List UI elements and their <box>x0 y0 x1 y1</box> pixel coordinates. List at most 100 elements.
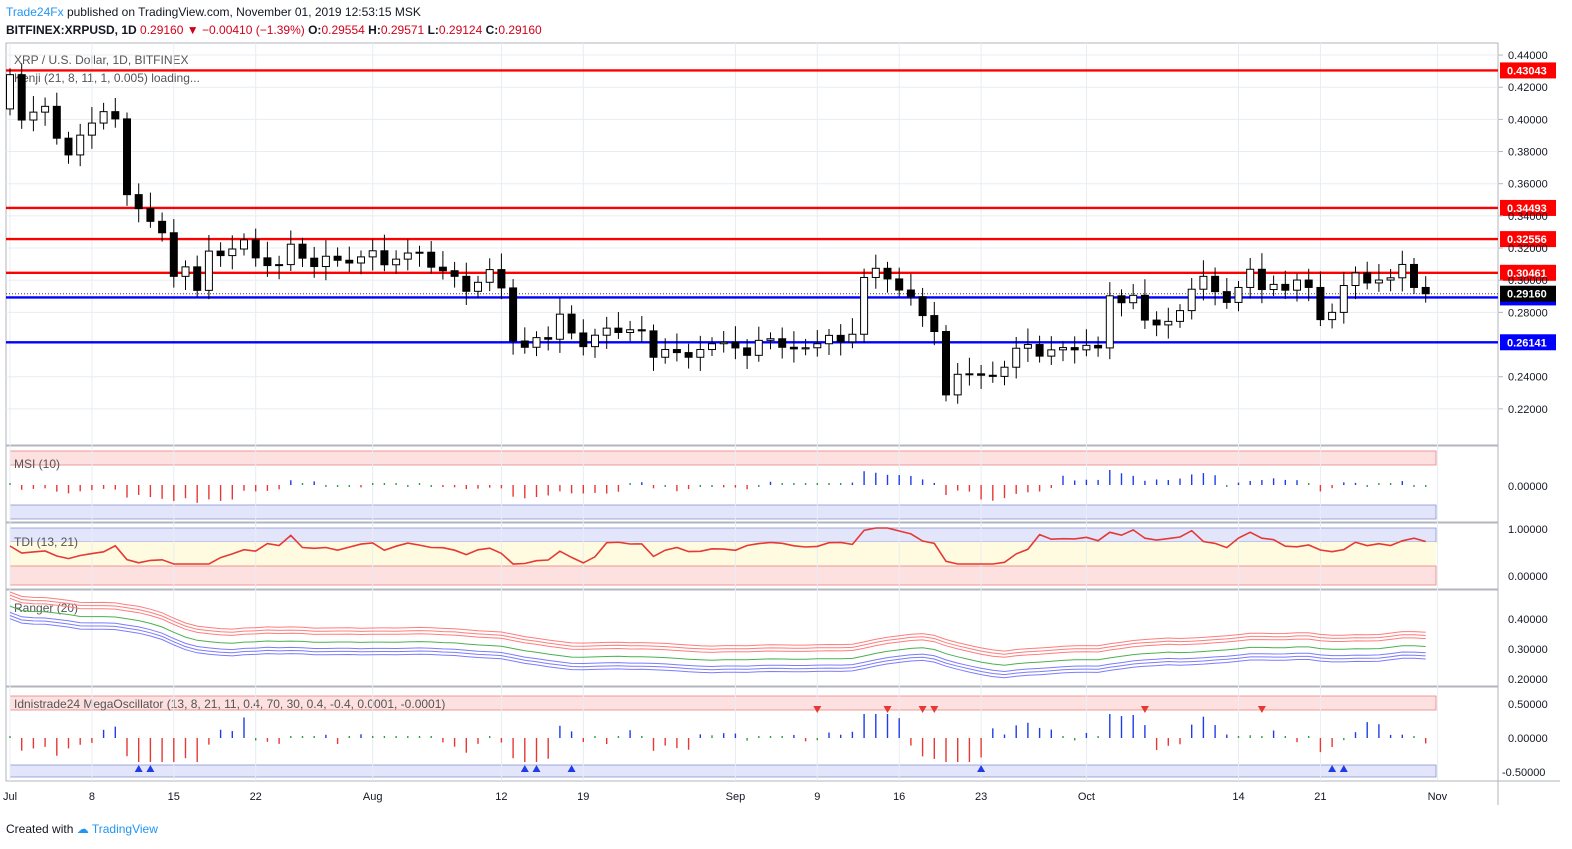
symbol-name: BITFINEX:XRPUSD, 1D <box>6 23 137 37</box>
last-price-label: 0.29160 <box>1507 289 1547 301</box>
publish-line: Trade24Fx published on TradingView.com, … <box>6 5 421 19</box>
oscillator-label: Idnistrade24 MegaOscillator (13, 8, 21, … <box>14 697 445 711</box>
time-tick-label: 16 <box>893 791 905 803</box>
candle-body <box>1339 285 1348 313</box>
price-tick-label: 0.38000 <box>1508 147 1548 159</box>
candle-body <box>286 243 295 266</box>
candle-body <box>509 287 518 342</box>
buy-signal-icon <box>567 765 576 772</box>
candle-body <box>450 270 459 277</box>
candle-body <box>591 334 599 348</box>
grid-lines <box>6 43 1498 781</box>
support-price-label: 0.26141 <box>1507 337 1547 349</box>
msi-lower-band <box>9 504 1437 520</box>
candle-body <box>1211 275 1220 293</box>
candle-body <box>181 266 190 277</box>
price-tick-label: 0.28000 <box>1508 307 1548 319</box>
time-tick-label: Jul <box>3 791 17 803</box>
tdi-lower-band <box>9 565 1437 586</box>
candle-body <box>345 259 354 264</box>
candle-body <box>918 296 927 317</box>
candle-body <box>1164 320 1173 326</box>
candle-body <box>836 334 845 343</box>
ranger-line <box>9 611 1426 673</box>
sell-signal-icon <box>883 706 892 713</box>
candle-body <box>1199 275 1208 290</box>
candle-body <box>696 349 705 358</box>
support-price-tag <box>1500 334 1556 351</box>
time-tick-label: Oct <box>1078 791 1095 803</box>
price-tick-label: 0.24000 <box>1508 372 1548 384</box>
candle-body <box>193 266 202 291</box>
candle-body <box>860 276 869 335</box>
published-text: published on TradingView.com, November 0… <box>66 5 421 19</box>
time-tick-label: Aug <box>363 791 383 803</box>
tdi-line <box>9 527 1426 565</box>
ranger-pane[interactable] <box>5 589 1499 687</box>
open-label: O: <box>308 23 322 37</box>
osc-lower-band <box>9 764 1437 778</box>
candle-body <box>953 373 962 396</box>
publisher-name[interactable]: Trade24Fx <box>6 5 64 19</box>
candle-body <box>1105 295 1114 349</box>
time-tick-label: 19 <box>577 791 589 803</box>
candle-body <box>1293 279 1301 291</box>
low-label: L: <box>427 23 439 37</box>
candle-body <box>415 251 424 254</box>
last-price-tag <box>1500 285 1556 302</box>
candle-body <box>555 313 564 340</box>
resistance-price-tag <box>1500 199 1556 216</box>
time-tick-label: Nov <box>1428 791 1448 803</box>
chart-title: XRP / U.S. Dollar, 1D, BITFINEX <box>14 53 189 67</box>
price-tick-label: 0.42000 <box>1508 82 1548 94</box>
sell-signal-icon <box>1257 706 1266 713</box>
candle-body <box>1316 286 1325 321</box>
candle-body <box>462 275 471 292</box>
candle-body <box>1246 268 1255 288</box>
candle-body <box>64 137 73 156</box>
candle-body <box>169 232 178 277</box>
candle-body <box>1000 366 1009 377</box>
sell-signal-icon <box>930 706 939 713</box>
candle-body <box>263 257 272 267</box>
symbol-line: BITFINEX:XRPUSD, 1D 0.29160 ▼ −0.00410 (… <box>6 23 542 37</box>
candle-body <box>111 111 120 120</box>
candle-body <box>1328 311 1337 321</box>
candle-body <box>1176 310 1184 322</box>
buy-signal-icon <box>1328 765 1337 772</box>
candle-body <box>743 347 752 356</box>
buy-signal-icon <box>1339 765 1348 772</box>
candle-body <box>1222 291 1231 303</box>
candle-body <box>146 208 155 222</box>
candle-body <box>1094 344 1103 349</box>
candle-body <box>1257 268 1266 291</box>
candle-body <box>204 250 213 291</box>
tradingview-logo-icon[interactable]: ☁ <box>76 822 89 836</box>
time-tick-label: 9 <box>814 791 820 803</box>
candle-body <box>321 255 330 268</box>
candle-body <box>1129 294 1138 304</box>
candle-body <box>871 267 880 278</box>
candle-body <box>310 257 319 268</box>
footer: Created with ☁ TradingView <box>6 822 158 836</box>
price-tick-label: 0.22000 <box>1508 404 1548 416</box>
candle-body <box>532 337 541 348</box>
buy-signal-icon <box>532 765 541 772</box>
main-pane[interactable] <box>5 42 1499 446</box>
resistance-price-label: 0.43043 <box>1507 65 1547 77</box>
price-change: −0.00410 (−1.39%) <box>202 23 305 37</box>
horizontal-levels: 0.430430.344930.325560.304610.289300.261… <box>6 62 1556 351</box>
last-price: 0.29160 <box>140 23 184 37</box>
ranger-line <box>9 594 1426 655</box>
close-value: 0.29160 <box>498 23 542 37</box>
price-tick-label: 0.36000 <box>1508 179 1548 191</box>
candle-body <box>848 333 857 343</box>
axes: 0.44000 0.42000 0.40000 0.38000 0.36000 0.340… <box>3 50 1548 803</box>
high-value: 0.29571 <box>380 23 425 37</box>
resistance-price-label: 0.34493 <box>1507 203 1547 215</box>
tdi-label: TDI (13, 21) <box>14 535 78 549</box>
tradingview-logo-text[interactable]: TradingView <box>91 822 158 836</box>
candle-body <box>240 239 248 250</box>
price-tick-label: 0.44000 <box>1508 50 1548 62</box>
